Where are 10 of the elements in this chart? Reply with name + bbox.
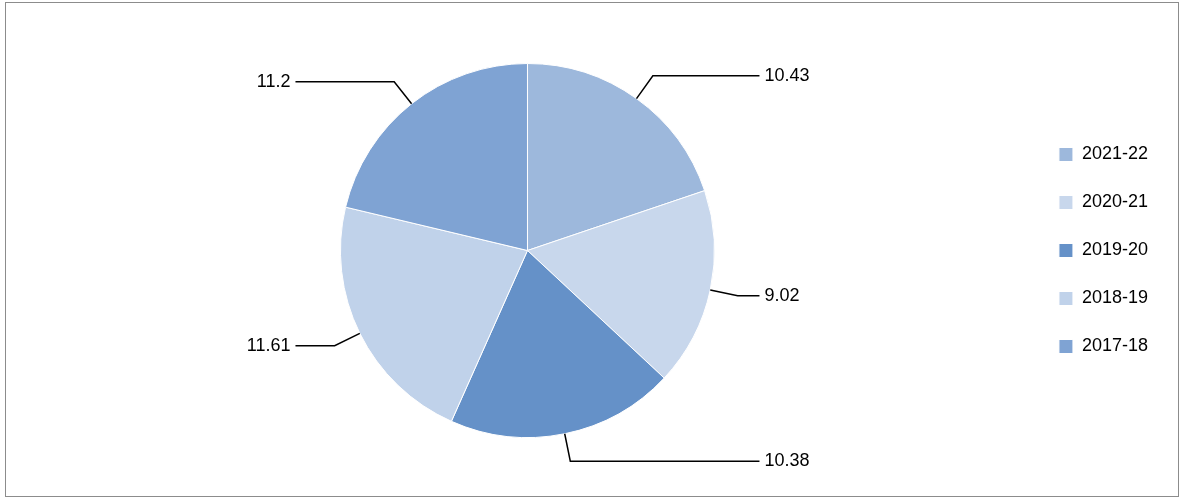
- legend-label: 2017-18: [1081, 335, 1148, 356]
- data-label: 9.02: [764, 284, 800, 305]
- legend-label: 2019-20: [1081, 239, 1148, 260]
- legend-label: 2020-21: [1081, 191, 1148, 212]
- data-label: 10.38: [764, 450, 810, 471]
- data-label: 11.2: [256, 70, 291, 91]
- legend-label: 2021-22: [1081, 143, 1148, 164]
- legend-label: 2018-19: [1081, 287, 1148, 308]
- data-label: 10.43: [764, 64, 810, 85]
- data-label: 11.61: [246, 334, 291, 355]
